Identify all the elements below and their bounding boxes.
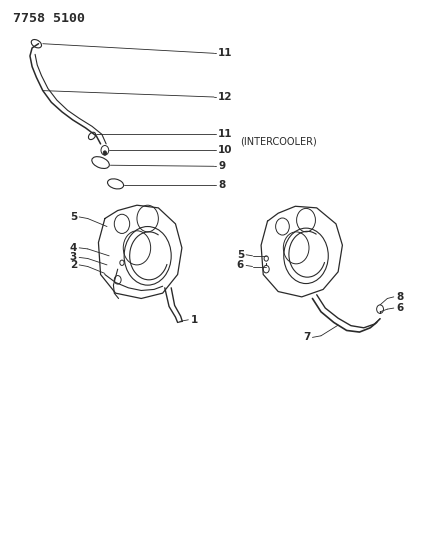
Text: 10: 10 (218, 146, 233, 155)
Text: (INTERCOOLER): (INTERCOOLER) (240, 136, 316, 146)
Text: 12: 12 (218, 92, 233, 102)
Text: 6: 6 (396, 303, 403, 313)
Text: 8: 8 (396, 292, 403, 302)
Text: 6: 6 (237, 261, 244, 270)
Text: 11: 11 (218, 130, 233, 139)
Text: 8: 8 (218, 181, 226, 190)
Text: 5: 5 (70, 212, 77, 222)
Circle shape (103, 151, 107, 155)
Text: 1: 1 (190, 315, 198, 325)
Text: 5: 5 (237, 250, 244, 260)
Text: 7: 7 (303, 333, 310, 342)
Text: 2: 2 (70, 260, 77, 270)
Text: 7758 5100: 7758 5100 (13, 12, 85, 25)
Text: 11: 11 (218, 49, 233, 58)
Text: 9: 9 (218, 161, 226, 171)
Text: 4: 4 (70, 243, 77, 253)
Text: 3: 3 (70, 253, 77, 262)
